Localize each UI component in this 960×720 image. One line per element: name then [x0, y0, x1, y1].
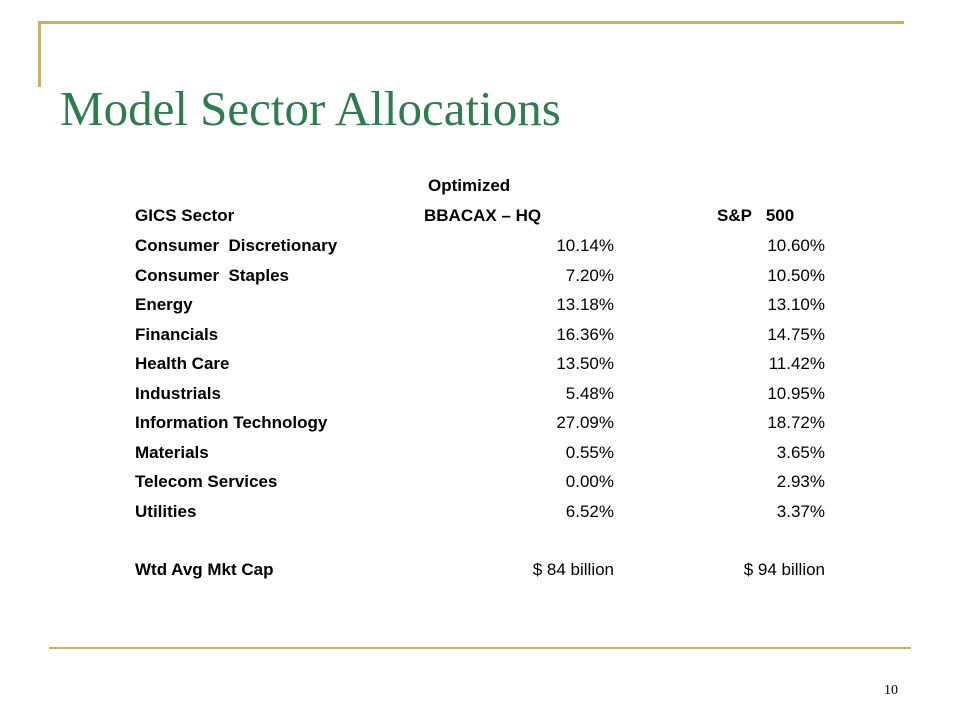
sector-name: Utilities [135, 501, 197, 521]
table-row: Telecom Services 0.00% 2.93% [0, 469, 960, 499]
sp500-allocation: 3.37% [776, 501, 825, 521]
table-row: Health Care 13.50% 11.42% [0, 351, 960, 381]
column-header-sp500: S&P 500 [717, 206, 795, 225]
fund-allocation: 7.20% [565, 265, 614, 285]
summary-fund-value: $ 84 billion [532, 560, 614, 579]
allocation-table-body: Consumer Discretionary 10.14% 10.60% Consum… [0, 233, 960, 528]
table-row: Information Technology 27.09% 18.72% [0, 410, 960, 440]
table-row: Financials 16.36% 14.75% [0, 322, 960, 352]
fund-allocation: 27.09% [556, 413, 614, 432]
sp500-allocation: 2.93% [776, 472, 825, 491]
group-header-optimized: Optimized [428, 176, 511, 195]
summary-label: Wtd Avg Mkt Cap [135, 560, 274, 579]
fund-allocation: 16.36% [556, 324, 614, 344]
fund-allocation: 0.55% [565, 442, 614, 462]
fund-allocation: 0.00% [565, 472, 614, 491]
sp500-allocation: 10.95% [767, 383, 825, 403]
column-header-sector: GICS Sector [135, 206, 235, 225]
sector-name: Energy [135, 295, 193, 314]
table-row: Energy 13.18% 13.10% [0, 292, 960, 322]
sector-name: Telecom Services [135, 472, 278, 491]
sp500-allocation: 14.75% [767, 324, 825, 344]
table-row: Materials 0.55% 3.65% [0, 440, 960, 470]
top-rule [40, 21, 904, 24]
column-header-fund: BBACAX – HQ [424, 206, 542, 225]
summary-row: Wtd Avg Mkt Cap $ 84 billion $ 94 billio… [0, 557, 960, 587]
fund-allocation: 10.14% [556, 236, 614, 255]
sp500-allocation: 10.60% [767, 236, 825, 255]
sector-name: Health Care [135, 354, 230, 373]
sector-name: Materials [135, 442, 209, 462]
sp500-allocation: 13.10% [767, 295, 825, 314]
sector-name: Consumer Staples [135, 265, 289, 285]
fund-allocation: 5.48% [565, 383, 614, 403]
sp500-allocation: 10.50% [767, 265, 825, 285]
sector-name: Information Technology [135, 413, 328, 432]
sector-name: Industrials [135, 383, 221, 403]
table-row: Industrials 5.48% 10.95% [0, 381, 960, 411]
sector-name: Financials [135, 324, 219, 344]
fund-allocation: 13.50% [556, 354, 614, 373]
table-row: Consumer Discretionary 10.14% 10.60% [0, 233, 960, 263]
slide-title: Model Sector Allocations [60, 81, 561, 136]
summary-sp500-value: $ 94 billion [743, 560, 825, 579]
bottom-rule [49, 647, 911, 649]
fund-allocation: 13.18% [556, 295, 614, 314]
sp500-allocation: 3.65% [776, 442, 825, 462]
page-number: 10 [884, 683, 898, 698]
table-row: Consumer Staples 7.20% 10.50% [0, 263, 960, 293]
fund-allocation: 6.52% [565, 501, 614, 521]
sector-name: Consumer Discretionary [135, 236, 338, 255]
sp500-allocation: 11.42% [768, 354, 825, 373]
table-row: Utilities 6.52% 3.37% [0, 499, 960, 529]
left-rule [38, 21, 41, 87]
sp500-allocation: 18.72% [767, 413, 825, 432]
